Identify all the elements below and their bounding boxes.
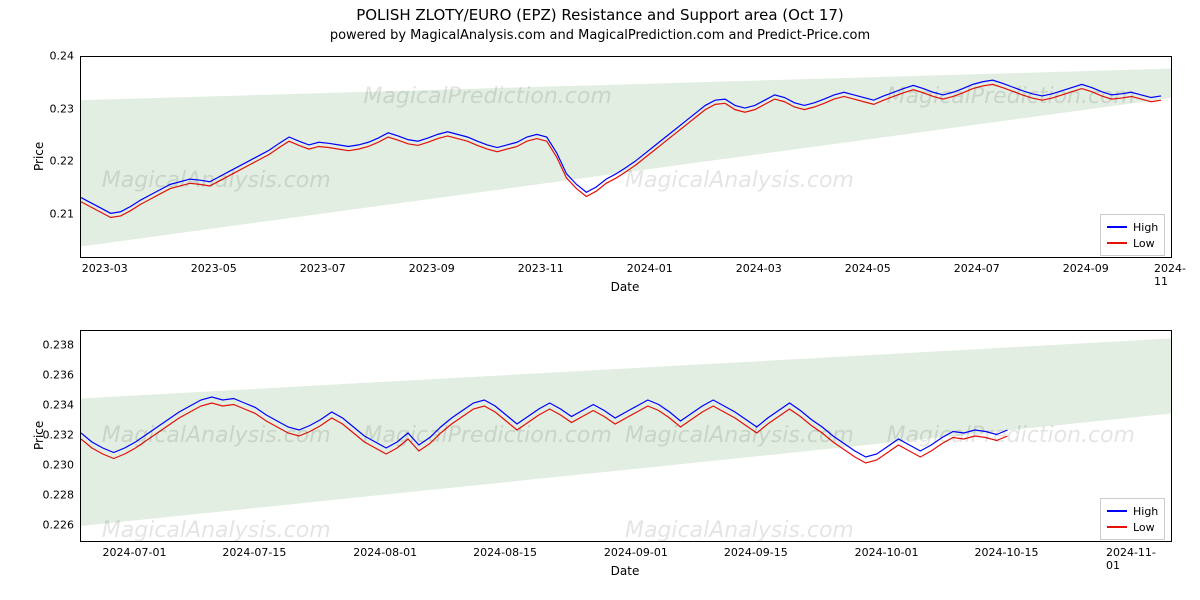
ytick-label: 0.21 bbox=[50, 207, 75, 220]
legend-item: High bbox=[1107, 503, 1158, 519]
xtick-label: 2024-07 bbox=[954, 262, 1000, 275]
ytick-label: 0.234 bbox=[43, 399, 75, 412]
xtick-label: 2024-05 bbox=[845, 262, 891, 275]
xtick-label: 2024-11-01 bbox=[1106, 546, 1169, 572]
legend-label: Low bbox=[1133, 237, 1155, 250]
legend-swatch bbox=[1107, 526, 1127, 528]
top-chart-svg bbox=[81, 57, 1171, 257]
support-resistance-wedge bbox=[81, 69, 1171, 247]
xtick-label: 2024-11 bbox=[1154, 262, 1186, 288]
legend-swatch bbox=[1107, 242, 1127, 244]
xtick-label: 2023-03 bbox=[82, 262, 128, 275]
legend-item: Low bbox=[1107, 235, 1158, 251]
sub-title: powered by MagicalAnalysis.com and Magic… bbox=[0, 28, 1200, 43]
xtick-label: 2024-07-15 bbox=[222, 546, 286, 559]
legend-label: High bbox=[1133, 505, 1158, 518]
bottom-chart-svg bbox=[81, 331, 1171, 541]
xtick-label: 2024-10-15 bbox=[975, 546, 1039, 559]
figure: POLISH ZLOTY/EURO (EPZ) Resistance and S… bbox=[0, 0, 1200, 600]
top-chart-axes bbox=[80, 56, 1172, 258]
xtick-label: 2024-10-01 bbox=[855, 546, 919, 559]
support-resistance-wedge bbox=[81, 339, 1171, 527]
ytick-label: 0.230 bbox=[43, 459, 75, 472]
top-chart-ylabel: Price bbox=[32, 142, 46, 171]
bottom-chart-legend: High Low bbox=[1100, 498, 1165, 540]
legend-swatch bbox=[1107, 226, 1127, 228]
xtick-label: 2023-11 bbox=[518, 262, 564, 275]
legend-item: Low bbox=[1107, 519, 1158, 535]
xtick-label: 2024-01 bbox=[627, 262, 673, 275]
xtick-label: 2024-03 bbox=[736, 262, 782, 275]
legend-item: High bbox=[1107, 219, 1158, 235]
legend-label: Low bbox=[1133, 521, 1155, 534]
xtick-label: 2023-07 bbox=[300, 262, 346, 275]
xtick-label: 2024-08-01 bbox=[353, 546, 417, 559]
xtick-label: 2024-09-15 bbox=[724, 546, 788, 559]
top-chart-xlabel: Date bbox=[80, 280, 1170, 294]
ytick-label: 0.232 bbox=[43, 429, 75, 442]
legend-label: High bbox=[1133, 221, 1158, 234]
ytick-label: 0.238 bbox=[43, 339, 75, 352]
bottom-chart-xlabel: Date bbox=[80, 564, 1170, 578]
xtick-label: 2024-07-01 bbox=[103, 546, 167, 559]
ytick-label: 0.24 bbox=[50, 50, 75, 63]
ytick-label: 0.228 bbox=[43, 489, 75, 502]
bottom-chart-axes bbox=[80, 330, 1172, 542]
ytick-label: 0.22 bbox=[50, 155, 75, 168]
xtick-label: 2023-09 bbox=[409, 262, 455, 275]
ytick-label: 0.23 bbox=[50, 102, 75, 115]
legend-swatch bbox=[1107, 510, 1127, 512]
ytick-label: 0.236 bbox=[43, 369, 75, 382]
xtick-label: 2024-09 bbox=[1063, 262, 1109, 275]
top-chart-legend: High Low bbox=[1100, 214, 1165, 256]
xtick-label: 2024-09-01 bbox=[604, 546, 668, 559]
ytick-label: 0.226 bbox=[43, 519, 75, 532]
xtick-label: 2024-08-15 bbox=[473, 546, 537, 559]
main-title: POLISH ZLOTY/EURO (EPZ) Resistance and S… bbox=[0, 6, 1200, 24]
xtick-label: 2023-05 bbox=[191, 262, 237, 275]
